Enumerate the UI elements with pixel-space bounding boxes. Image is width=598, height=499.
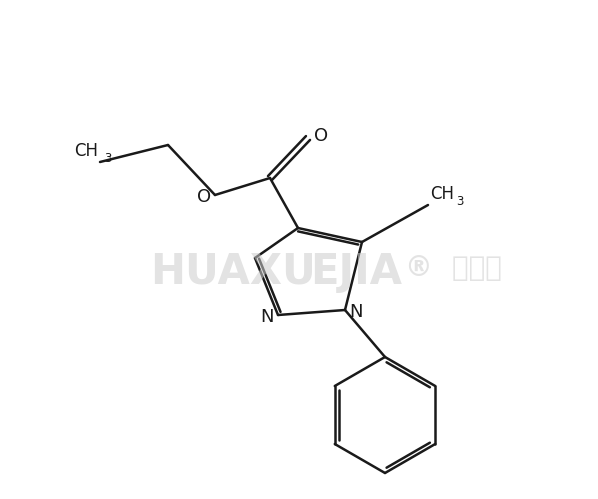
Text: 3: 3 [105, 152, 112, 165]
Text: O: O [314, 127, 328, 145]
Text: HUAXU: HUAXU [150, 251, 316, 293]
Text: CH: CH [74, 142, 98, 160]
Text: N: N [261, 308, 274, 326]
Text: CH: CH [430, 185, 454, 203]
Text: N: N [349, 303, 362, 321]
Text: EJIA: EJIA [310, 251, 402, 293]
Text: ®  化学加: ® 化学加 [405, 254, 502, 282]
Text: O: O [197, 188, 211, 206]
Text: 3: 3 [456, 195, 463, 208]
